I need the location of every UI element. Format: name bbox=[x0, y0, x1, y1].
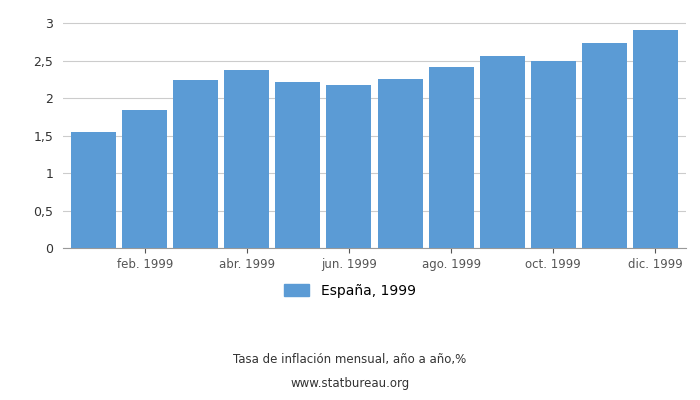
Bar bbox=[428, 67, 474, 248]
Bar bbox=[225, 70, 270, 248]
Legend: España, 1999: España, 1999 bbox=[279, 278, 421, 303]
Bar bbox=[174, 80, 218, 248]
Bar bbox=[531, 61, 575, 248]
Bar bbox=[71, 132, 116, 248]
Bar bbox=[377, 80, 423, 248]
Bar bbox=[633, 30, 678, 248]
Bar bbox=[275, 82, 321, 248]
Bar bbox=[582, 43, 626, 248]
Bar bbox=[122, 110, 167, 248]
Text: www.statbureau.org: www.statbureau.org bbox=[290, 378, 410, 390]
Text: Tasa de inflación mensual, año a año,%: Tasa de inflación mensual, año a año,% bbox=[233, 354, 467, 366]
Bar bbox=[480, 56, 524, 248]
Bar bbox=[326, 86, 372, 248]
